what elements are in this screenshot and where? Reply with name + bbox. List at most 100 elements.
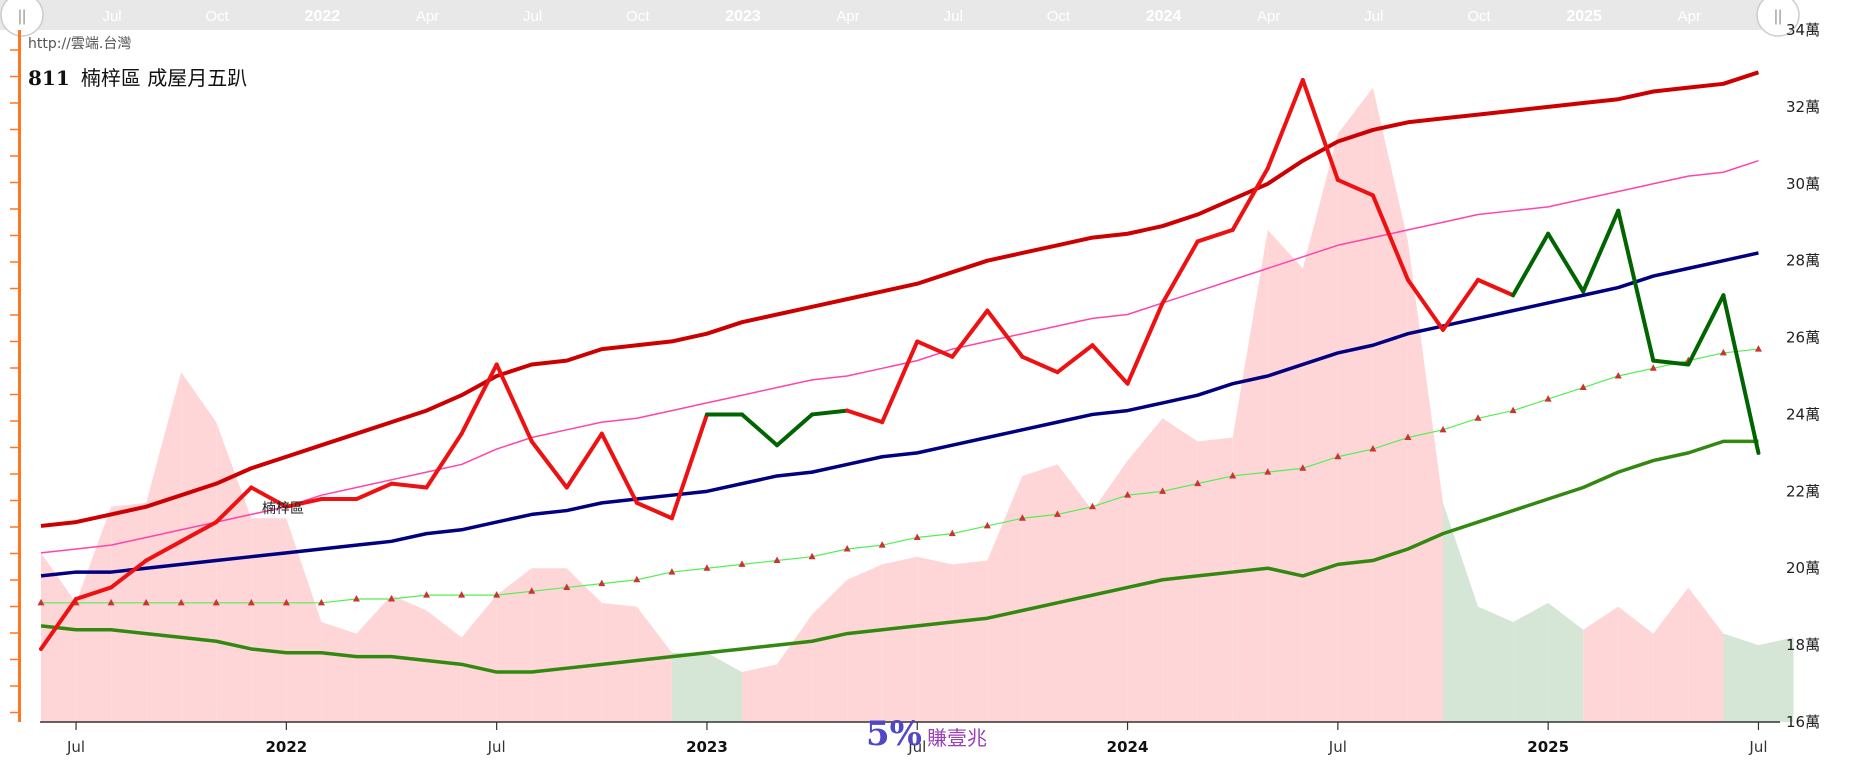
price-segment-14 (529, 439, 569, 490)
dotted-marker-16 (598, 579, 606, 587)
dotted-marker-25 (913, 533, 921, 540)
dotted-marker-27 (983, 521, 991, 529)
price-segment-3 (144, 539, 184, 563)
dotted-marker-28 (1018, 514, 1026, 521)
navigator-label-15: Apr (1678, 8, 1701, 25)
price-segment-0 (39, 596, 79, 651)
navigator-left-handle[interactable]: || (0, 0, 44, 37)
navigator-right-handle-grip: || (1774, 8, 1782, 25)
y-tick-label-4: 24萬 (1786, 405, 1820, 423)
area-segment-21 (777, 614, 813, 722)
y-tick-label-9: 34萬 (1786, 21, 1820, 39)
navigator-label-10: 2024 (1146, 8, 1182, 25)
area-segment-28 (1022, 464, 1058, 722)
price-segment-9 (354, 481, 394, 502)
navigator-label-1: Oct (206, 8, 230, 25)
dotted-marker-29 (1053, 510, 1061, 517)
dotted-marker-15 (563, 583, 571, 590)
dotted-marker-8 (317, 598, 325, 606)
navigator-background[interactable] (0, 0, 1780, 30)
dotted-marker-39 (1404, 433, 1412, 441)
dotted-marker-10 (388, 594, 395, 602)
navigator-right-handle[interactable]: || (1756, 0, 1800, 37)
left-rail[interactable] (10, 30, 21, 722)
navigator[interactable]: Jul Oct 2022 Apr Jul Oct 2023 Apr Jul Oct 2024 Apr J… (0, 0, 1804, 37)
price-segment-38 (1370, 193, 1410, 282)
logo: 5% 賺壹兆 (866, 714, 987, 754)
navigator-left-handle-grip: || (18, 8, 26, 25)
dotted-marker-13 (493, 591, 501, 598)
price-segment-18 (669, 412, 709, 521)
price-segment-20 (740, 412, 780, 448)
navigator-label-3: Apr (416, 8, 439, 25)
price-segment-43 (1546, 231, 1586, 294)
area-segment-40 (1443, 502, 1479, 722)
price-segment-32 (1160, 239, 1200, 305)
area-segment-47 (1688, 587, 1724, 722)
dotted-marker-40 (1439, 425, 1447, 433)
area-segment-34 (1232, 229, 1268, 722)
area-segment-48 (1723, 633, 1759, 722)
price-segment-25 (915, 339, 955, 359)
y-tick-label-5: 26萬 (1786, 329, 1820, 347)
price-segment-47 (1686, 293, 1726, 367)
area-segment-49 (1758, 637, 1794, 722)
area-segment-4 (181, 372, 217, 722)
area-segment-23 (847, 564, 883, 722)
series-lower (40, 439, 1759, 674)
price-segment-24 (880, 339, 920, 425)
area-segment-0 (41, 552, 77, 722)
dotted-marker-24 (878, 541, 886, 548)
price-segment-30 (1090, 343, 1130, 386)
dotted-marker-6 (247, 598, 255, 606)
dotted-marker-36 (1299, 464, 1307, 471)
area-segment-15 (566, 568, 602, 722)
volume-area (41, 87, 1794, 723)
dotted-marker-34 (1229, 471, 1237, 479)
area-segment-33 (1197, 437, 1233, 722)
navigator-label-12: Jul (1364, 8, 1383, 25)
area-segment-6 (251, 518, 287, 722)
site-url[interactable]: http://雲端.台灣 (28, 36, 131, 52)
area-segment-35 (1267, 229, 1303, 722)
dotted-marker-18 (668, 568, 676, 575)
y-tick-label-7: 30萬 (1786, 175, 1820, 193)
dotted-marker-19 (703, 564, 711, 571)
dotted-marker-48 (1719, 348, 1727, 356)
price-segment-22 (810, 408, 850, 417)
navigator-label-11: Apr (1257, 8, 1280, 25)
area-segment-42 (1513, 602, 1549, 722)
dotted-marker-32 (1159, 487, 1167, 494)
dotted-marker-12 (458, 591, 466, 598)
area-segment-1 (76, 506, 112, 722)
dotted-marker-17 (633, 575, 641, 583)
navigator-label-7: Apr (836, 8, 859, 25)
area-segment-39 (1407, 241, 1443, 722)
area-segment-46 (1653, 587, 1689, 722)
price-segment-2 (109, 558, 149, 590)
area-segment-18 (671, 652, 707, 722)
logo-small: 賺壹兆 (927, 726, 987, 750)
dotted-marker-31 (1124, 491, 1132, 498)
price-segment-39 (1405, 277, 1445, 332)
x-tick-label-4: Jul (907, 738, 926, 756)
dotted-marker-7 (282, 598, 290, 606)
price-segment-5 (214, 485, 254, 525)
price-segment-41 (1476, 277, 1516, 298)
dotted-marker-2 (107, 598, 115, 606)
dotted-marker-23 (843, 545, 851, 552)
price-segment-6 (249, 485, 289, 509)
x-tick-label-1: 2022 (265, 738, 307, 756)
price-segment-37 (1335, 177, 1375, 198)
navigator-label-4: Jul (523, 8, 542, 25)
price-segment-16 (599, 431, 639, 505)
area-segment-14 (531, 568, 567, 722)
x-tick-label-8: Jul (1748, 738, 1767, 756)
price-segment-23 (845, 408, 885, 425)
district-annotation: 楠梓區 (262, 501, 304, 517)
y-tick-label-6: 28萬 (1786, 252, 1820, 270)
price-segment-31 (1125, 300, 1165, 386)
navigator-label-2: 2022 (305, 8, 341, 25)
dotted-marker-21 (773, 556, 781, 564)
area-segment-11 (426, 610, 462, 722)
